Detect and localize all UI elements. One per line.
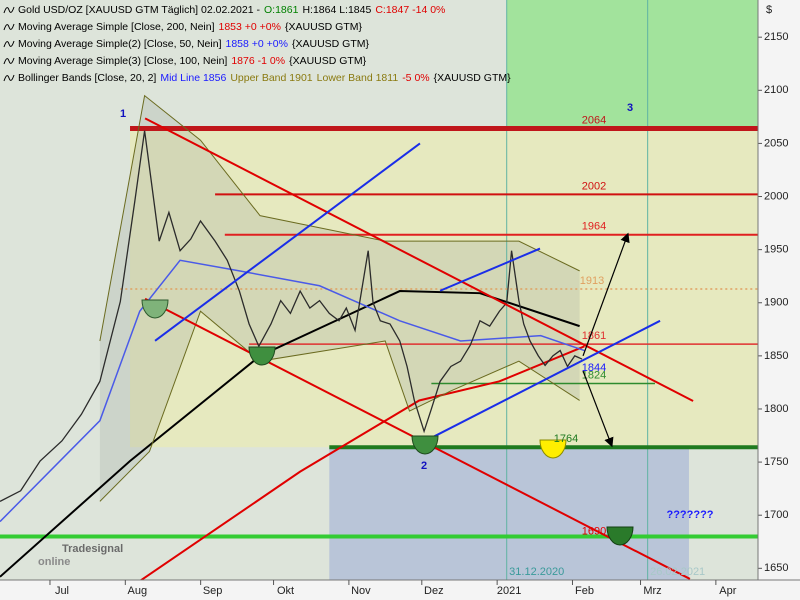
legend-entry: Moving Average Simple(2) [Close, 50, Nei… xyxy=(18,38,369,50)
trend-line xyxy=(424,319,661,442)
level-label: 1861 xyxy=(582,330,606,342)
legend-segment: {XAUUSD GTM} xyxy=(289,55,367,67)
level-label: 1964 xyxy=(582,221,606,233)
legend-segment: 1858 +0 +0% xyxy=(226,38,288,50)
legend-segment: Moving Average Simple(2) [Close, 50, Nei… xyxy=(18,38,222,50)
legend-entry: Gold USD/OZ [XAUUSD GTM Täglich] 02.02.2… xyxy=(18,4,445,16)
annotation: ??????? xyxy=(666,509,713,521)
legend-entry: Bollinger Bands [Close, 20, 2] Mid Line 1… xyxy=(18,72,511,84)
y-tick-label: 2000 xyxy=(764,190,788,202)
legend-segment: Gold USD/OZ [XAUUSD GTM Täglich] 02.02.2… xyxy=(18,4,260,16)
legend-segment: Bollinger Bands [Close, 20, 2] xyxy=(18,72,156,84)
x-tick-label: Dez xyxy=(424,585,444,597)
indicator-line xyxy=(99,310,580,502)
legend-segment: Upper Band 1901 xyxy=(230,72,312,84)
indicator-line xyxy=(0,259,585,523)
price-line xyxy=(0,130,583,502)
cup-marker xyxy=(141,299,169,319)
plot-area xyxy=(0,0,758,580)
x-tick-label: Mrz xyxy=(643,585,661,597)
zone xyxy=(329,447,689,580)
y-axis-background xyxy=(758,0,800,600)
price-label: 1844 xyxy=(582,362,606,374)
level-label: 2064 xyxy=(582,114,606,126)
y-tick-label: 1650 xyxy=(764,562,788,574)
legend-entry: Moving Average Simple [Close, 200, Nein]… xyxy=(18,21,362,33)
x-tick-label: Apr xyxy=(719,585,736,597)
legend-segment: Moving Average Simple(3) [Close, 100, Ne… xyxy=(18,55,227,67)
trend-line xyxy=(144,117,694,402)
trend-line xyxy=(439,247,541,292)
cup-marker xyxy=(539,439,567,459)
indicator-line xyxy=(139,345,585,580)
zone xyxy=(506,0,758,129)
legend-segment: Lower Band 1811 xyxy=(317,72,399,84)
legend-segment: 1876 -1 0% xyxy=(231,55,285,67)
level-label: 1913 xyxy=(580,275,604,287)
arrow xyxy=(582,232,630,357)
y-tick-label: 1700 xyxy=(764,509,788,521)
y-tick-label: 1750 xyxy=(764,456,788,468)
cup-marker xyxy=(248,346,276,366)
band-fill xyxy=(99,95,580,502)
trend-line xyxy=(154,142,421,342)
x-tick-label: Aug xyxy=(128,585,148,597)
x-tick-label: Sep xyxy=(203,585,223,597)
y-tick-label: 1950 xyxy=(764,244,788,256)
x-tick-label: Nov xyxy=(351,585,371,597)
legend-segment: O:1861 xyxy=(264,4,299,16)
cup-marker xyxy=(411,435,439,455)
overlay: 31.12.2020 26.02.2021 2064 2002 1964 1913 1861… xyxy=(3,4,714,578)
legend-segment: C:1847 -14 0% xyxy=(375,4,445,16)
legend-entry: Moving Average Simple(3) [Close, 100, Ne… xyxy=(18,55,367,67)
x-axis-background xyxy=(0,580,800,600)
legend-segment: {XAUUSD GTM} xyxy=(285,21,363,33)
level-label: 1824 xyxy=(582,369,606,381)
level-label: 1764 xyxy=(554,433,578,445)
x-tick-label: Feb xyxy=(575,585,594,597)
legend-segment: Moving Average Simple [Close, 200, Nein] xyxy=(18,21,215,33)
legend-icon xyxy=(3,74,15,82)
legend-segment: -5 0% xyxy=(402,72,429,84)
y-tick-label: 1850 xyxy=(764,350,788,362)
legend-icon xyxy=(3,40,15,48)
arrow xyxy=(582,370,614,448)
x-tick-label: 2021 xyxy=(497,585,521,597)
y-tick-label: 1900 xyxy=(764,297,788,309)
legend-segment: 1853 +0 +0% xyxy=(219,21,281,33)
annotation: 3 xyxy=(627,102,633,114)
legend-segment: {XAUUSD GTM} xyxy=(292,38,370,50)
legend-segment: {XAUUSD GTM} xyxy=(434,72,512,84)
legend-segment: Mid Line 1856 xyxy=(160,72,226,84)
y-tick-label: 2150 xyxy=(764,31,788,43)
date-label: 31.12.2020 xyxy=(509,566,564,578)
y-axis-label: $ xyxy=(766,4,772,16)
legend-icon xyxy=(3,6,15,14)
y-tick-label: 2050 xyxy=(764,137,788,149)
logo-main: online xyxy=(38,556,70,568)
date-label: 26.02.2021 xyxy=(650,566,705,578)
legend-icon xyxy=(3,57,15,65)
x-tick-label: Jul xyxy=(55,585,69,597)
cup-marker xyxy=(606,526,634,546)
logo-top: Tradesignal xyxy=(62,543,123,555)
y-tick-label: 1800 xyxy=(764,403,788,415)
annotation: 1 xyxy=(120,108,126,120)
y-tick-label: 2100 xyxy=(764,84,788,96)
x-tick-label: Okt xyxy=(277,585,294,597)
level-label: 2002 xyxy=(582,180,606,192)
annotation: 2 xyxy=(421,460,427,472)
price-label: 1690 xyxy=(582,526,606,538)
legend-icon xyxy=(3,23,15,31)
legend-segment: H:1864 L:1845 xyxy=(302,4,371,16)
